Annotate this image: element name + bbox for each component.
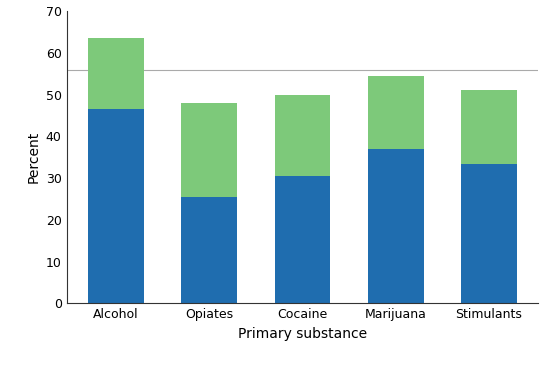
- Bar: [275, 176, 330, 303]
- Bar: [461, 164, 517, 303]
- Bar: [275, 95, 330, 176]
- Bar: [368, 149, 423, 303]
- Bar: [368, 76, 423, 149]
- Bar: [88, 38, 144, 109]
- X-axis label: Primary substance: Primary substance: [238, 327, 367, 341]
- Y-axis label: Percent: Percent: [26, 131, 40, 184]
- Bar: [181, 197, 237, 303]
- Bar: [181, 103, 237, 197]
- Bar: [461, 90, 517, 164]
- Bar: [88, 109, 144, 303]
